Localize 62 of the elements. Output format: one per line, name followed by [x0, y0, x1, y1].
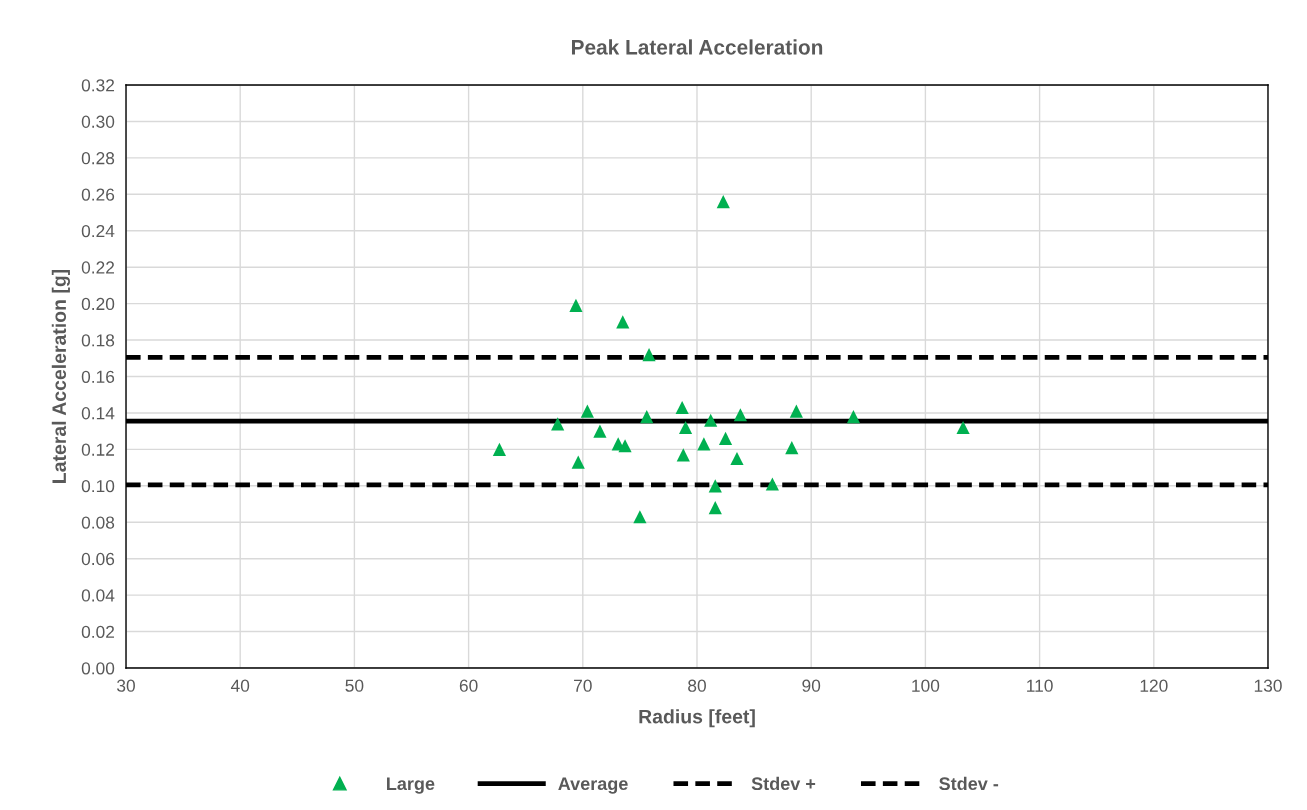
legend-label: Large [387, 777, 435, 794]
point [718, 431, 733, 446]
x-tick-label: 120 [1140, 679, 1168, 692]
point [765, 477, 779, 491]
point [633, 510, 647, 524]
x-tick-label: 110 [1027, 679, 1053, 692]
y-tick-label: 0.06 [81, 552, 115, 566]
x-tick-label: 80 [688, 679, 706, 692]
point [676, 448, 690, 462]
y-tick-label: 0.10 [81, 479, 115, 493]
y-tick-label: 0.02 [81, 625, 115, 639]
point [492, 442, 507, 456]
y-tick-label: 0.08 [81, 516, 115, 529]
y-tick-label: 0.28 [81, 152, 115, 165]
x-tick-label: 130 [1254, 679, 1282, 692]
y-tick-label: 0.30 [81, 115, 115, 128]
y-tick-label: 0.20 [81, 297, 115, 311]
point [678, 420, 693, 435]
x-tick-label: 70 [574, 679, 592, 692]
x-tick-label: 50 [345, 679, 364, 692]
y-tick-label: 0.12 [81, 443, 115, 456]
point [956, 420, 970, 435]
y-axis-title: Lateral Acceleration [g] [51, 269, 70, 483]
legend-label: Stdev + [751, 776, 816, 791]
y-tick-label: 0.00 [81, 662, 115, 675]
y-tick-label: 0.32 [81, 79, 115, 92]
x-tick-label: 90 [802, 679, 821, 692]
point [730, 451, 744, 466]
point [618, 439, 632, 453]
y-tick-label: 0.24 [81, 224, 115, 238]
legend-label: Average [558, 777, 628, 794]
point [640, 409, 654, 424]
point [580, 404, 594, 418]
point [675, 400, 689, 415]
point [789, 404, 803, 418]
y-tick-label: 0.04 [81, 589, 115, 602]
x-tick-label: 30 [117, 679, 135, 692]
x-tick-label: 40 [230, 679, 250, 692]
x-tick-label: 100 [912, 679, 940, 692]
x-axis-title: Radius [feet] [639, 709, 755, 728]
x-tick-label: 60 [459, 679, 478, 692]
point [704, 413, 718, 427]
point [616, 315, 630, 329]
y-tick-label: 0.16 [81, 370, 115, 383]
point [551, 417, 565, 431]
point [708, 501, 722, 515]
y-tick-label: 0.14 [81, 407, 115, 420]
point [642, 348, 656, 362]
chart-title: Peak Lateral Acceleration [571, 39, 823, 55]
y-tick-label: 0.26 [81, 188, 115, 201]
point [708, 479, 722, 493]
point [569, 298, 583, 313]
point [785, 440, 799, 455]
y-tick-label: 0.22 [81, 261, 115, 274]
point [571, 455, 585, 469]
point [593, 424, 607, 438]
y-tick-label: 0.18 [81, 334, 115, 347]
point [716, 195, 730, 209]
legend-label: Stdev - [939, 776, 999, 791]
point [733, 408, 747, 422]
point [697, 437, 711, 451]
point [846, 409, 861, 424]
